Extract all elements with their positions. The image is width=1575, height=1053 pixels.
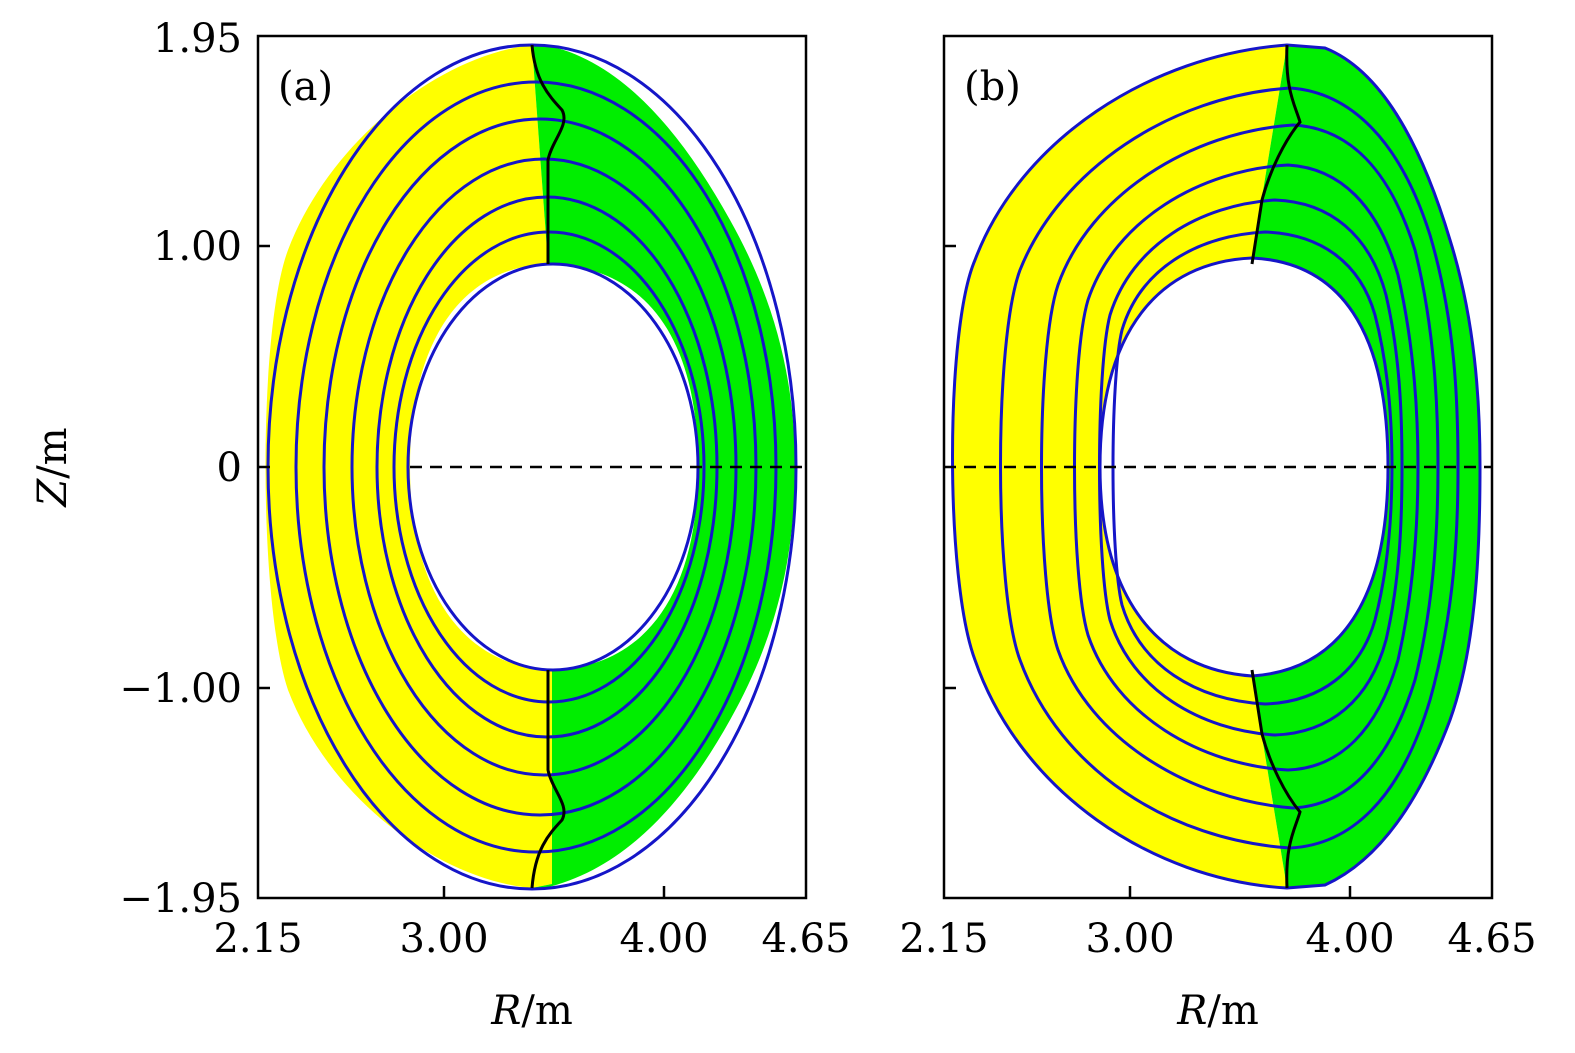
flux-surface-4	[1073, 163, 1420, 772]
split-line-bottom-b	[1250, 669, 1302, 889]
plot-frame-b	[942, 34, 1494, 900]
outboard-region	[532, 45, 795, 888]
panel-b: 2.15 3.00 4.00 4.65 R/m (b)	[899, 34, 1537, 1034]
y-tick-label: 0	[217, 445, 242, 491]
ticks-b	[944, 244, 1352, 898]
split-line-top-b	[1250, 44, 1302, 265]
y-tick-label: −1.95	[119, 876, 242, 922]
x-tick-label: 3.00	[399, 916, 488, 962]
x-axis-title-a: R/m	[490, 988, 573, 1034]
x-tick-label: 3.00	[1085, 916, 1174, 962]
flux-surface-2	[999, 86, 1460, 850]
y-axis-var: Z	[30, 478, 76, 509]
y-axis-unit: /m	[30, 427, 76, 478]
y-tick-label: −1.00	[119, 666, 242, 712]
y-axis-title: Z/m	[30, 427, 76, 508]
flux-surface-5	[1098, 198, 1404, 737]
x-tick-label: 2.15	[213, 916, 302, 962]
panel-label-a: (a)	[278, 64, 333, 110]
x-axis-var: R	[490, 988, 521, 1034]
ticks-a	[258, 244, 666, 898]
x-axis-unit: /m	[521, 988, 572, 1034]
flux-surface-6	[1111, 230, 1394, 706]
flux-surface-1	[951, 43, 1482, 890]
panel-a: 1.95 1.00 0 −1.00 −1.95 2.15 3.00 4.00 4…	[30, 16, 851, 1034]
x-axis-var: R	[1176, 988, 1207, 1034]
flux-surface-3	[1040, 123, 1440, 810]
x-tick-label: 4.65	[761, 916, 850, 962]
x-tick-label: 4.65	[1447, 916, 1536, 962]
x-tick-label: 4.00	[1305, 916, 1394, 962]
outboard-region	[1252, 45, 1480, 888]
x-tick-label: 2.15	[899, 916, 988, 962]
y-tick-label: 1.00	[153, 224, 242, 270]
split-line-bottom-a	[530, 670, 566, 889]
inboard-region	[952, 45, 1287, 888]
x-tick-label: 4.00	[619, 916, 708, 962]
split-line-top-a	[530, 44, 566, 264]
y-tick-label: 1.95	[153, 16, 242, 62]
x-axis-title-b: R/m	[1176, 988, 1259, 1034]
x-axis-unit: /m	[1207, 988, 1258, 1034]
panel-label-b: (b)	[964, 64, 1021, 110]
